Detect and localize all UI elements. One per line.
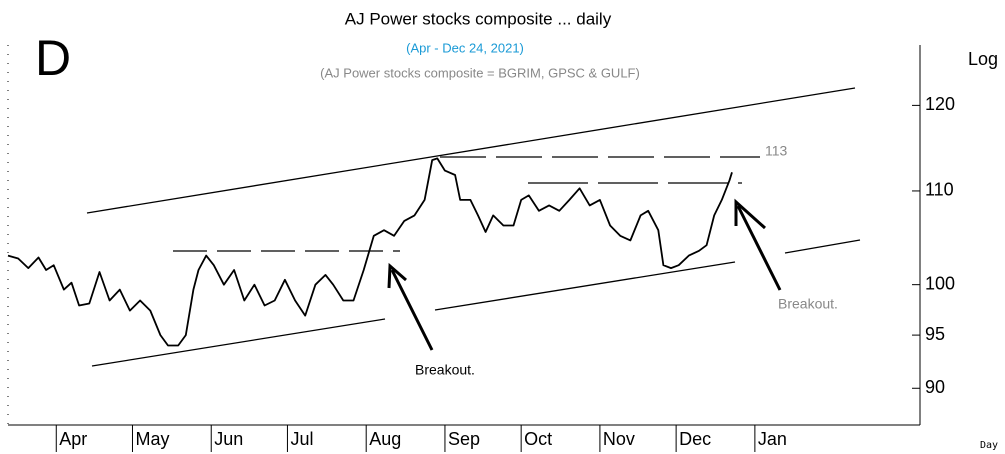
x-tick-label: Jul [290,429,313,449]
x-tick-label: Sep [448,429,480,449]
x-tick-label: Nov [603,429,635,449]
annotation-lines [86,87,861,367]
y-tick-label: 120 [925,94,955,114]
x-tick-label: Jun [214,429,243,449]
annotation: Breakout. [778,296,838,312]
arrow [736,205,782,291]
chart-title: AJ Power stocks composite ... daily [345,9,612,28]
channel-lower [91,318,386,367]
x-tick-label: Dec [679,429,711,449]
arrow-head [387,262,407,289]
arrow [390,269,434,351]
channel-upper [86,87,856,214]
y-tick-label: 110 [925,180,954,200]
arrow-head [734,198,767,230]
y-axis-label: Log [968,49,998,69]
x-tick-label: May [135,429,169,449]
x-tick-label: Aug [369,429,401,449]
panel-label: D [35,30,71,86]
y-tick-label: 90 [925,377,945,397]
annotation: Breakout. [415,362,475,378]
channel-lower [784,239,861,254]
x-tick-label: Oct [524,429,552,449]
x-tick-label: Jan [758,429,787,449]
annotation: 113 [765,143,788,159]
x-tick-label: Apr [59,429,87,449]
chart-note: (AJ Power stocks composite = BGRIM, GPSC… [320,65,640,80]
price-line [7,157,733,347]
y-tick-label: 95 [925,324,945,344]
x-axis-label: Day [980,440,998,451]
y-tick-label: 100 [925,273,955,293]
channel-lower [434,261,736,311]
chart-subtitle: (Apr - Dec 24, 2021) [406,40,524,55]
